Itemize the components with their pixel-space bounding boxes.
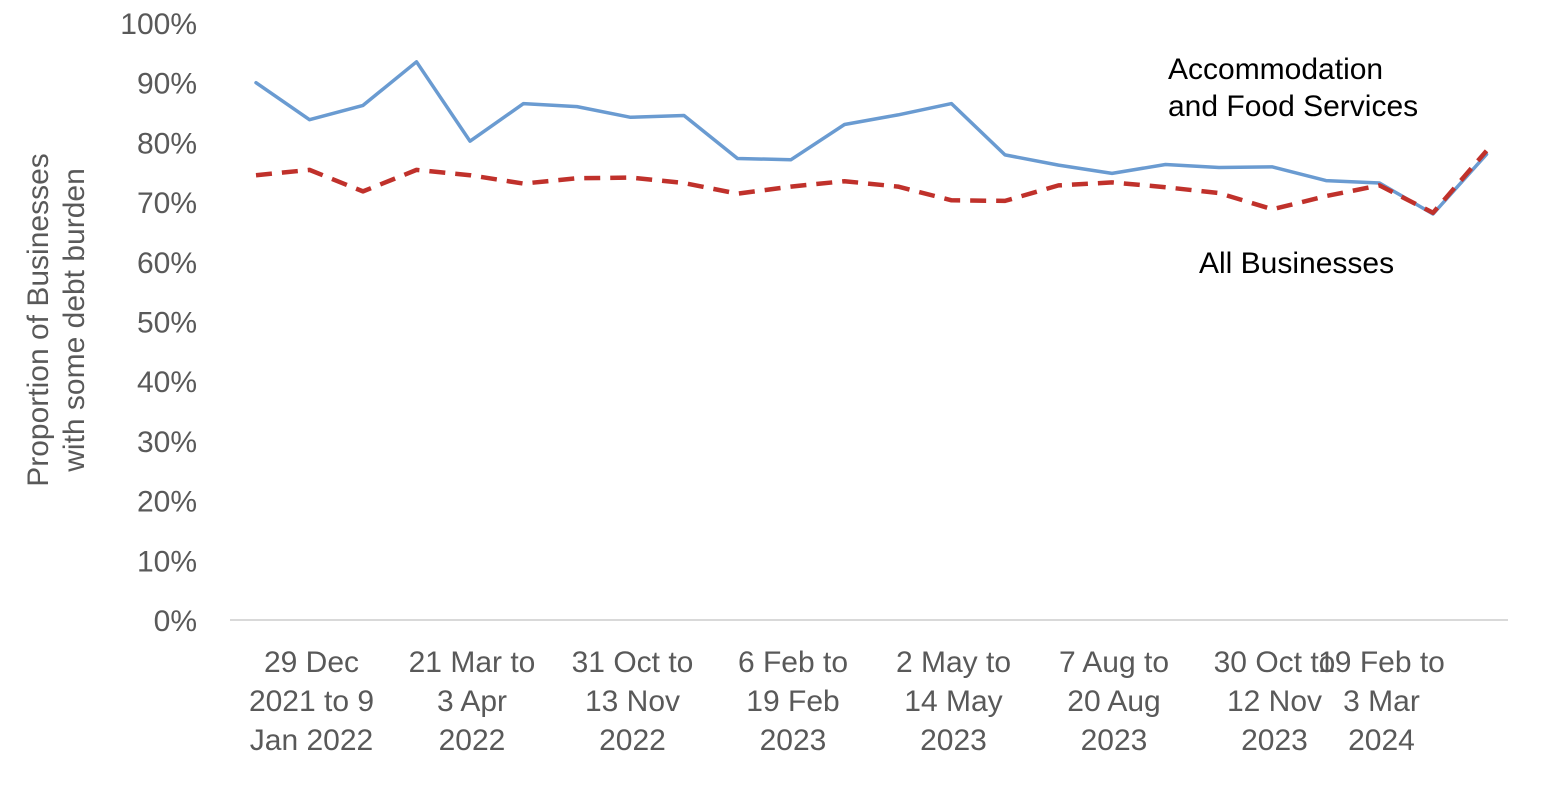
x-tick-label-line: 2023 — [1241, 724, 1308, 757]
x-tick-label-line: 6 Feb to — [738, 646, 848, 679]
x-tick-label-line: 2 May to — [896, 646, 1011, 679]
x-tick-label: 31 Oct to 13 Nov 2022 — [572, 646, 694, 757]
y-tick-label: 20% — [137, 486, 197, 519]
series-label-accommodation-food: Accommodation and Food Services — [1168, 53, 1418, 123]
series-label-all-businesses: All Businesses — [1199, 247, 1394, 280]
x-tick-label-line: 14 May — [904, 685, 1002, 718]
x-tick-label: 2 May to 14 May 2023 — [896, 646, 1011, 757]
y-tick-label: 90% — [137, 68, 197, 101]
x-tick-label-line: 13 Nov — [585, 685, 680, 718]
x-tick-label: 21 Mar to 3 Apr 2022 — [409, 646, 536, 757]
x-tick-label-line: 19 Feb to — [1318, 646, 1445, 679]
x-tick-label-line: 2024 — [1348, 724, 1415, 757]
x-tick-label-line: 3 Apr — [437, 685, 507, 718]
series-label-line: and Food Services — [1168, 90, 1418, 123]
y-tick-label: 50% — [137, 307, 197, 340]
y-tick-label: 30% — [137, 426, 197, 459]
y-axis-title-line: Proportion of Businesses — [22, 153, 55, 487]
x-axis-tick-labels: 29 Dec 2021 to 9 Jan 2022 21 Mar to 3 Apr 202… — [249, 646, 1445, 757]
y-tick-label: 100% — [120, 8, 197, 41]
x-tick-label-line: 12 Nov — [1227, 685, 1322, 718]
x-tick-label-line: 2022 — [439, 724, 506, 757]
x-tick-label: 30 Oct to 12 Nov 2023 — [1214, 646, 1336, 757]
x-tick-label-line: 2023 — [760, 724, 827, 757]
x-tick-label-line: 7 Aug to — [1059, 646, 1169, 679]
x-tick-label-line: 3 Mar — [1343, 685, 1420, 718]
y-tick-label: 70% — [137, 187, 197, 220]
x-tick-label-line: 2023 — [920, 724, 987, 757]
x-tick-label-line: Jan 2022 — [250, 724, 373, 757]
y-tick-label: 40% — [137, 366, 197, 399]
series-labels: Accommodation and Food Services All Busine… — [1168, 53, 1418, 280]
x-tick-label: 6 Feb to 19 Feb 2023 — [738, 646, 848, 757]
series-line-all-businesses — [255, 149, 1489, 216]
x-tick-label-line: 31 Oct to — [572, 646, 694, 679]
series-label-line: Accommodation — [1168, 53, 1383, 86]
x-tick-label-line: 20 Aug — [1067, 685, 1160, 718]
y-axis-title: Proportion of Businesses with some debt b… — [22, 153, 91, 487]
y-tick-label: 80% — [137, 127, 197, 160]
y-tick-label: 0% — [154, 605, 197, 638]
x-tick-label-line: 29 Dec — [264, 646, 359, 679]
y-axis-tick-labels: 0% 10% 20% 30% 40% 50% 60% 70% 80% 90% 100% — [120, 8, 197, 638]
y-tick-label: 60% — [137, 247, 197, 280]
x-tick-label: 19 Feb to 3 Mar 2024 — [1318, 646, 1445, 757]
x-tick-label: 29 Dec 2021 to 9 Jan 2022 — [249, 646, 374, 757]
series-layer — [254, 60, 1489, 216]
x-tick-label-line: 21 Mar to — [409, 646, 536, 679]
x-tick-label: 7 Aug to 20 Aug 2023 — [1059, 646, 1169, 757]
y-tick-label: 10% — [137, 545, 197, 578]
x-tick-label-line: 2021 to 9 — [249, 685, 374, 718]
series-line-accommodation-food — [254, 60, 1489, 216]
x-tick-label-line: 2022 — [599, 724, 666, 757]
x-tick-label-line: 19 Feb — [746, 685, 839, 718]
series-label-line: All Businesses — [1199, 247, 1394, 280]
x-tick-label-line: 2023 — [1081, 724, 1148, 757]
x-tick-label-line: 30 Oct to — [1214, 646, 1336, 679]
y-axis-title-line: with some debt burden — [58, 168, 91, 473]
